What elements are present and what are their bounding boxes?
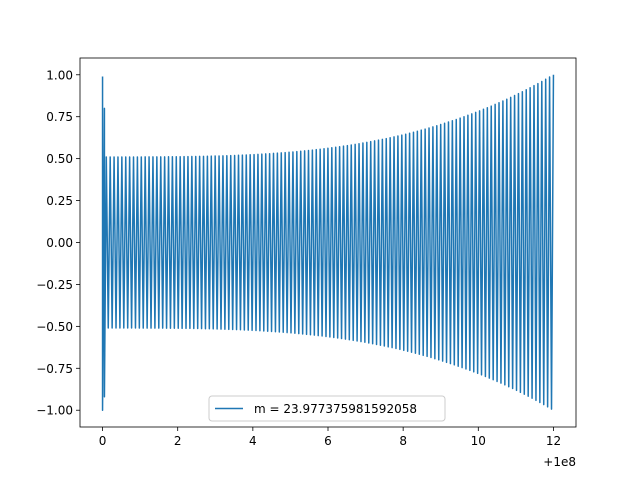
series-line bbox=[101, 74, 555, 411]
plot-area bbox=[101, 74, 555, 411]
x-tick-label: 12 bbox=[546, 434, 561, 448]
y-tick-label: −0.75 bbox=[36, 362, 73, 376]
y-tick-label: −0.25 bbox=[36, 278, 73, 292]
y-tick-label: −1.00 bbox=[36, 404, 73, 418]
x-tick-label: 10 bbox=[471, 434, 486, 448]
y-tick-label: 1.00 bbox=[46, 68, 73, 82]
x-tick-label: 0 bbox=[99, 434, 107, 448]
x-tick-label: 4 bbox=[249, 434, 257, 448]
x-tick-label: 2 bbox=[174, 434, 182, 448]
legend: m = 23.977375981592058 bbox=[208, 395, 446, 422]
y-tick-label: 0.25 bbox=[46, 194, 73, 208]
x-offset-label: +1e8 bbox=[543, 455, 576, 469]
y-tick-label: 0.50 bbox=[46, 152, 73, 166]
x-axis: 0 2 4 6 8 10 12 bbox=[99, 427, 561, 448]
y-axis: −1.00 −0.75 −0.50 −0.25 0.00 0.25 0.50 0.75 1.00 bbox=[36, 68, 80, 418]
x-tick-label: 6 bbox=[324, 434, 332, 448]
y-tick-label: 0.00 bbox=[46, 236, 73, 250]
legend-box bbox=[208, 395, 446, 422]
y-tick-label: 0.75 bbox=[46, 110, 73, 124]
x-tick-label: 8 bbox=[399, 434, 407, 448]
legend-label: m = 23.977375981592058 bbox=[254, 402, 417, 416]
y-tick-label: −0.50 bbox=[36, 320, 73, 334]
